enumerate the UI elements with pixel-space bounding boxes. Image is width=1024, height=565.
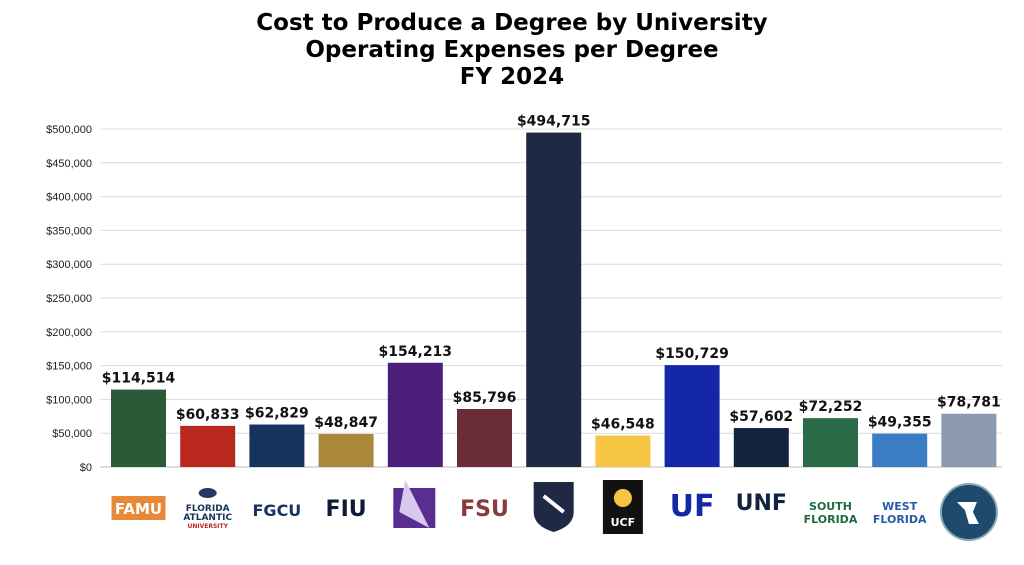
y-tick-label: $350,000 [46,225,92,237]
y-tick-label: $150,000 [46,361,92,373]
fau-logo-text: ATLANTIC [183,513,232,523]
new-college-shield-icon [533,482,574,532]
bar-uf [664,365,720,467]
logo-text: UNF [736,491,787,516]
data-label: $48,847 [314,415,378,431]
y-tick-label: $200,000 [46,327,92,339]
bar-fsu [457,409,512,467]
logo-text: WEST [882,500,918,513]
shield-stripe [542,494,565,514]
bar-unf [733,428,789,467]
data-label: $49,355 [868,415,932,431]
bar-fgcu [249,424,305,467]
logo-text: FSU [460,497,509,522]
famu-logo-text: FAMU [115,500,162,518]
data-label: $60,833 [176,407,240,423]
fau-logo-text: FLORIDA [186,504,230,514]
logo-text: UF [670,489,715,524]
data-label: $150,729 [655,346,729,362]
data-label: $154,213 [379,344,453,360]
bar-famu [111,389,166,467]
logo-text: FLORIDA [804,513,858,526]
data-label: $78,781 [937,395,1001,411]
data-label: $114,514 [102,371,176,387]
florida-map-icon [956,502,979,524]
owl-icon [198,488,217,498]
title-line-1: Cost to Produce a Degree by University [256,10,768,36]
logo-text: FIU [326,497,367,522]
y-tick-label: $300,000 [46,259,92,271]
bar-new-college [526,132,582,467]
y-tick-label: $250,000 [46,293,92,305]
bar-usf [803,418,858,467]
y-tick-label: $450,000 [46,158,92,170]
data-label: $62,829 [245,406,309,422]
ucf-logo-text: UCF [611,516,636,529]
y-tick-label: $100,000 [46,394,92,406]
bar-fau [180,425,236,467]
y-tick-label: $500,000 [46,124,92,136]
y-tick-label: $50,000 [52,428,92,440]
data-label: $72,252 [799,399,863,415]
famu-logo [111,496,166,520]
bar-uwf [872,433,928,467]
data-label: $57,602 [729,409,793,425]
bar-board-of-governors [941,413,997,467]
pegasus-icon [613,489,632,507]
logo-text: SOUTH [809,500,852,513]
data-label: $46,548 [591,417,655,433]
logo-text: FGCU [253,501,302,520]
data-label: $85,796 [453,390,517,406]
title-line-2: Operating Expenses per Degree [305,37,719,63]
chart-title: Cost to Produce a Degree by University O… [0,10,1024,91]
data-label: $494,715 [517,114,591,130]
bar-ucf [595,435,651,467]
y-tick-label: $0 [80,462,92,474]
bar-fiu [318,433,374,467]
fau-logo-text: UNIVERSITY [187,523,228,530]
wing-icon [399,480,430,528]
logo-text: FLORIDA [873,513,927,526]
y-tick-label: $400,000 [46,192,92,204]
bar-florida-poly [387,362,443,467]
title-line-3: FY 2024 [459,64,565,90]
